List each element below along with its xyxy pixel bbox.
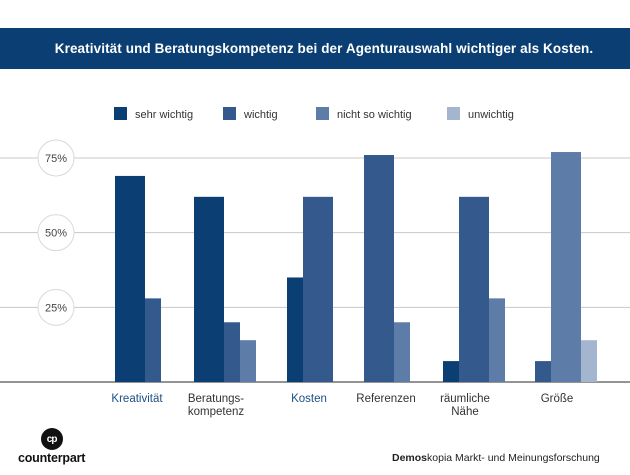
bar-1-1 (224, 322, 240, 382)
bar-1-3 (364, 155, 394, 382)
ytick-label: 75% (45, 153, 67, 165)
source-note: Demoskopia Markt- und Meinungsforschung (392, 452, 600, 464)
bar-1-2 (303, 196, 333, 382)
category-label: Referenzen (356, 393, 415, 405)
bar-1-0 (145, 298, 161, 382)
bar-3-5 (581, 340, 597, 382)
category-label: kompetenz (188, 406, 245, 418)
legend-swatch (223, 107, 236, 120)
title-bar: Kreativität und Beratungskompetenz bei d… (0, 28, 630, 69)
category-label: Kreativität (111, 393, 163, 405)
bar-0-2 (287, 277, 303, 382)
ytick-bubble-50 (37, 214, 75, 252)
bar-1-4 (459, 196, 489, 382)
bar-2-4 (489, 298, 505, 382)
bar-2-3 (394, 322, 410, 382)
bar-0-1 (194, 196, 224, 382)
legend-swatch (316, 107, 329, 120)
legend-swatch (114, 107, 127, 120)
category-label: Kosten (291, 393, 327, 405)
bar-1-5 (535, 361, 551, 382)
legend-label: nicht so wichtig (337, 109, 412, 121)
source-rest: kopia Markt- und Meinungsforschung (427, 452, 600, 464)
logo-text: counterpart (18, 451, 86, 465)
category-label: räumliche (440, 393, 490, 405)
category-label: Beratungs- (188, 393, 244, 405)
logo-mark-icon: cp (40, 428, 63, 450)
legend-swatch (447, 107, 460, 120)
category-label: Nähe (451, 406, 479, 418)
chart-title: Kreativität und Beratungskompetenz bei d… (54, 41, 594, 56)
ytick-label: 25% (45, 302, 67, 314)
legend-label: unwichtig (468, 109, 514, 121)
legend-label: sehr wichtig (135, 109, 193, 121)
legend-label: wichtig (243, 109, 278, 121)
source-bold: Demos (392, 452, 428, 464)
ytick-bubble-25 (37, 288, 75, 326)
bar-2-1 (240, 340, 256, 382)
bar-0-4 (443, 361, 459, 382)
ytick-label: 50% (45, 228, 67, 240)
ytick-bubble-75 (37, 139, 75, 177)
bar-2-5 (551, 152, 581, 382)
counterpart-logo: cp counterpart (18, 428, 85, 465)
category-label: Größe (541, 393, 574, 405)
bar-0-0 (115, 175, 145, 382)
